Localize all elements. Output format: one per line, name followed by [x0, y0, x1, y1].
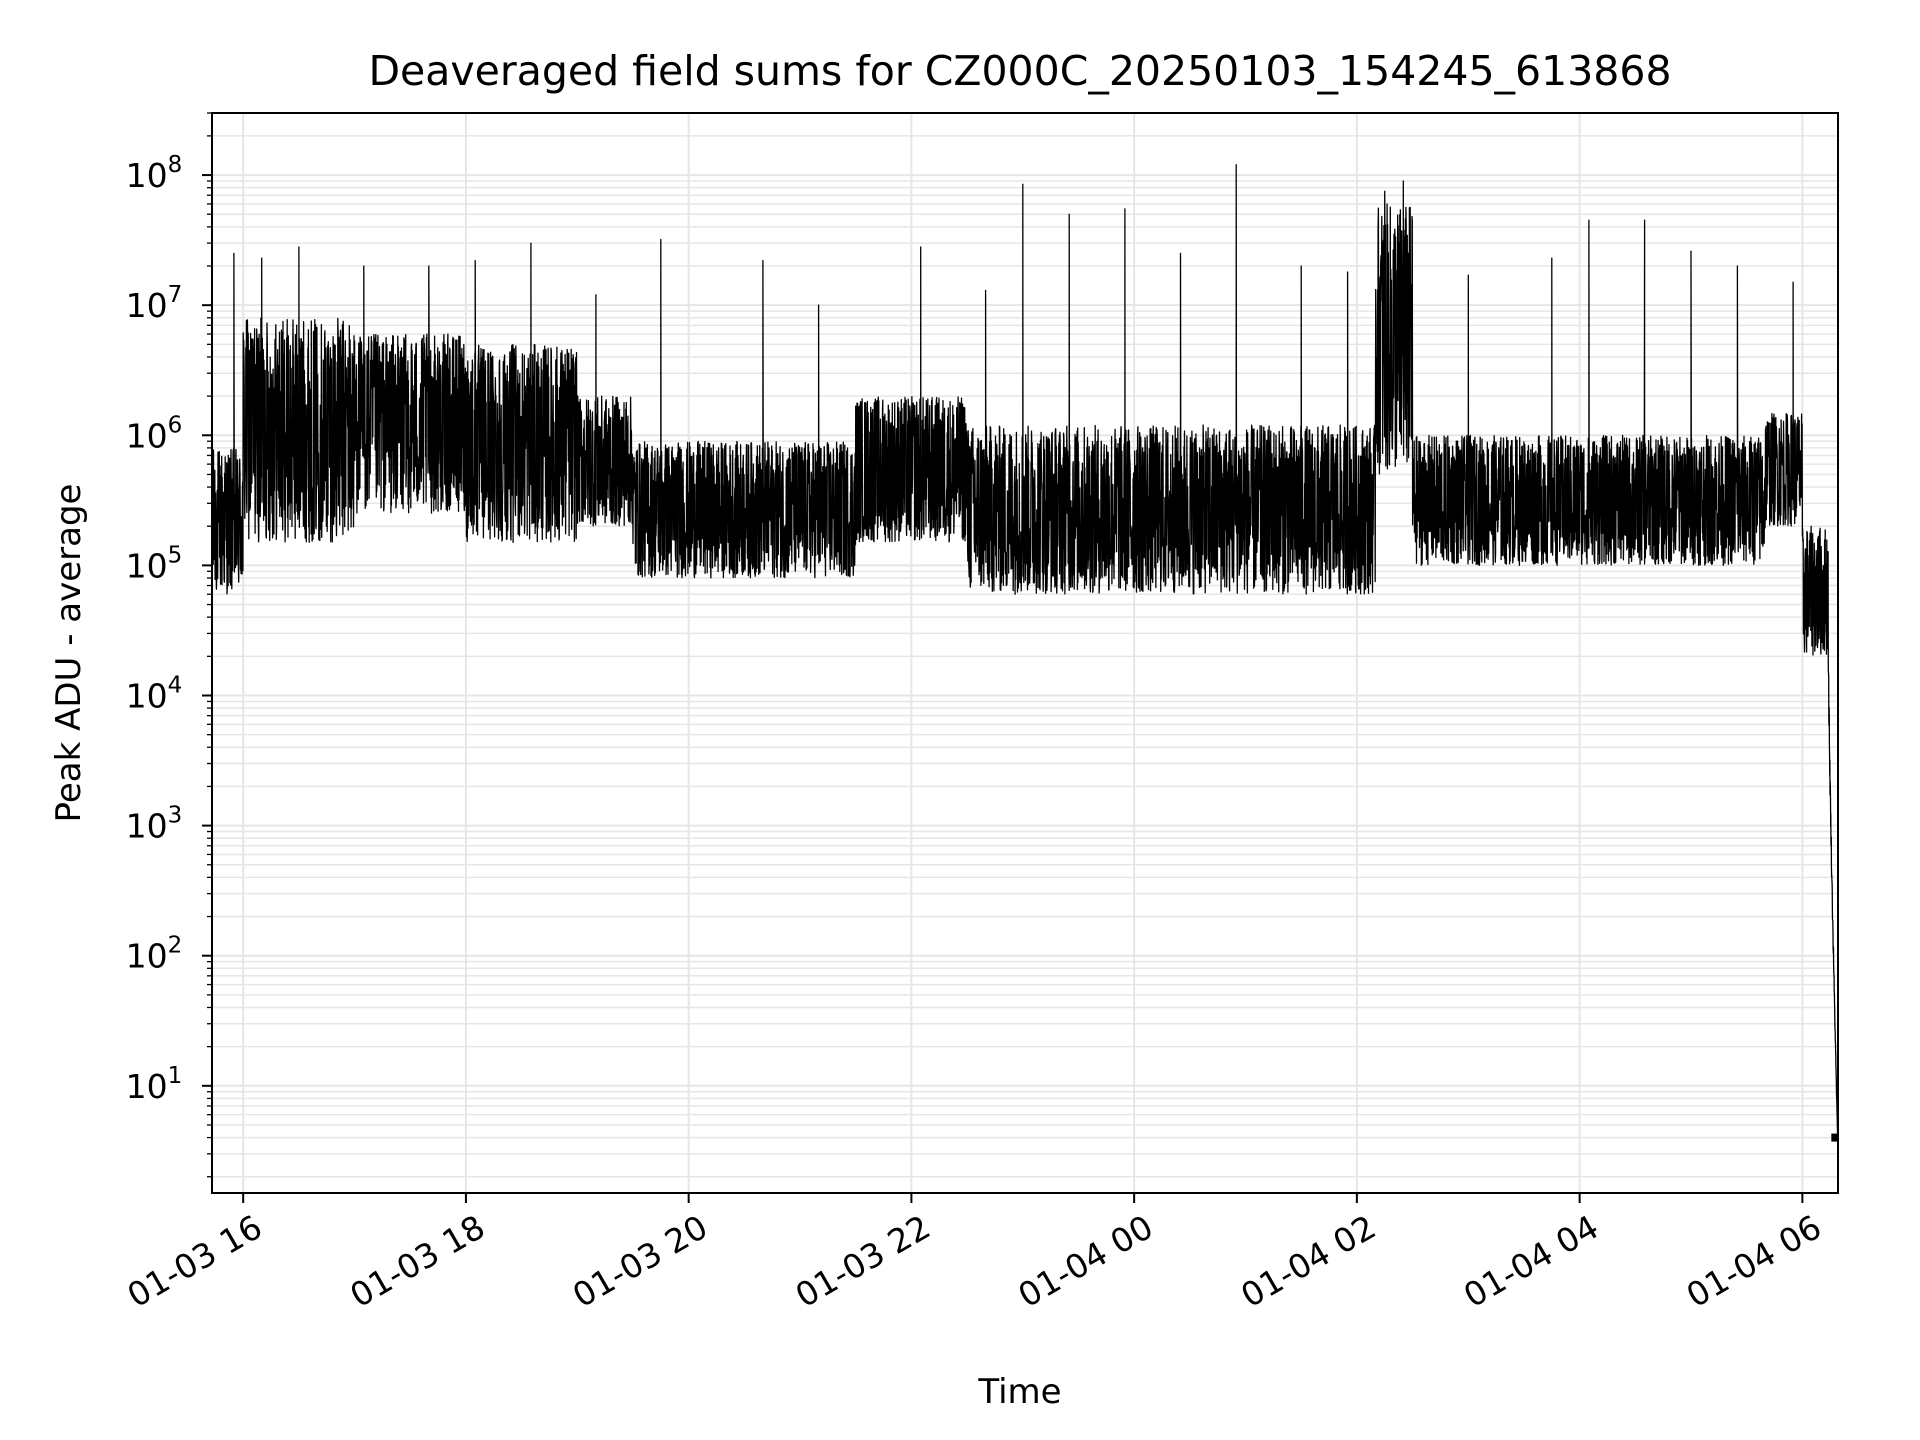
y-tick-base: 10	[126, 416, 168, 455]
y-tick-label: 103	[126, 803, 183, 846]
y-tick-exponent: 7	[168, 282, 183, 308]
y-tick-exponent: 2	[168, 933, 183, 959]
y-tick-label: 104	[126, 672, 183, 715]
y-tick-exponent: 6	[168, 412, 183, 438]
y-tick-base: 10	[126, 676, 168, 715]
chart-title: Deaveraged field sums for CZ000C_2025010…	[368, 47, 1671, 95]
plot-frame	[211, 112, 1839, 1194]
y-tick-label: 108	[126, 152, 183, 195]
y-tick-base: 10	[126, 937, 168, 976]
y-tick-base: 10	[126, 156, 168, 195]
y-tick-base: 10	[126, 546, 168, 585]
y-axis-title: Peak ADU - average	[49, 484, 89, 823]
y-tick-exponent: 1	[168, 1063, 183, 1089]
y-tick-label: 102	[126, 933, 183, 976]
y-tick-base: 10	[126, 807, 168, 846]
x-axis-title: Time	[977, 1372, 1061, 1412]
data-layer	[210, 164, 1839, 1142]
y-tick-exponent: 4	[168, 672, 183, 698]
y-tick-base: 10	[126, 286, 168, 325]
y-tick-base: 10	[126, 1067, 168, 1106]
y-tick-label: 101	[126, 1063, 183, 1106]
y-tick-exponent: 5	[168, 542, 183, 568]
y-tick-label: 106	[126, 412, 183, 455]
y-tick-label: 107	[126, 282, 183, 325]
y-tick-exponent: 8	[168, 152, 183, 178]
y-tick-exponent: 3	[168, 803, 183, 829]
y-tick-label: 105	[126, 542, 183, 585]
series-line	[210, 164, 1839, 1138]
